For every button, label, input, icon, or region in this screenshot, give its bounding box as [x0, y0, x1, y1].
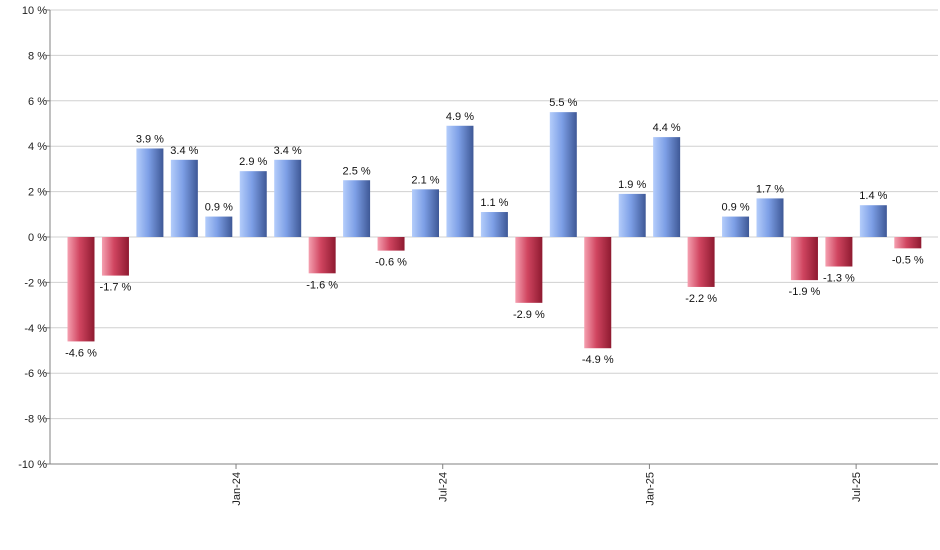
y-tick-label: 10 % — [22, 5, 47, 17]
y-tick-label: -2 % — [24, 277, 47, 289]
y-tick-label: -8 % — [24, 414, 47, 426]
x-tick-label: Jan-25 — [644, 472, 656, 506]
bar — [274, 159, 302, 237]
data-label: -0.5 % — [892, 254, 924, 266]
bar — [756, 198, 784, 237]
x-tick-label: Jul-25 — [851, 472, 863, 502]
bar — [722, 216, 750, 237]
bar — [377, 237, 405, 251]
data-label: 1.4 % — [859, 190, 887, 202]
data-label: 2.9 % — [239, 156, 267, 168]
data-label: 4.4 % — [653, 122, 681, 134]
data-label: -2.9 % — [513, 309, 545, 321]
y-tick-label: -10 % — [18, 459, 47, 471]
bar — [412, 189, 439, 237]
x-tick-label: Jan-24 — [231, 472, 243, 506]
bar — [687, 237, 715, 287]
bar — [239, 171, 267, 237]
data-label: -1.7 % — [100, 282, 132, 294]
data-label: 2.5 % — [343, 165, 371, 177]
data-label: 0.9 % — [205, 202, 233, 214]
y-tick-label: 6 % — [28, 96, 47, 108]
axes: -10 % -8 % -6 % -4 % -2 % 0 % 2 % 4 % 6 % 8 % 10 %… — [18, 5, 938, 506]
bar — [549, 112, 577, 237]
data-labels: -4.6 % -1.7 % 3.9 % 3.4 % 0.9 % 2.9 % 3.4 % -1.… — [65, 97, 924, 366]
data-label: 2.1 % — [411, 174, 439, 186]
data-label: -2.2 % — [685, 293, 717, 305]
data-label: -1.9 % — [789, 286, 821, 298]
data-label: 3.4 % — [274, 145, 302, 157]
y-tick-label: -4 % — [24, 323, 47, 335]
bar — [170, 159, 198, 237]
bar — [859, 205, 887, 237]
data-label: -1.6 % — [306, 279, 338, 291]
bar — [308, 237, 336, 274]
y-tick-label: -6 % — [24, 368, 47, 380]
bar — [101, 237, 129, 276]
bar — [205, 216, 233, 237]
data-label: 3.4 % — [170, 145, 198, 157]
data-label: -0.6 % — [375, 257, 407, 269]
bar — [480, 212, 508, 237]
bar — [618, 193, 646, 237]
data-label: 5.5 % — [549, 97, 577, 109]
bar — [653, 137, 681, 237]
bar — [790, 237, 818, 281]
bar — [515, 237, 543, 303]
y-tick-label: 0 % — [28, 232, 47, 244]
data-label: -4.9 % — [582, 354, 614, 366]
bar — [67, 237, 95, 342]
bar — [446, 125, 474, 237]
data-label: 1.7 % — [756, 183, 784, 195]
data-label: 1.1 % — [480, 197, 508, 209]
data-label: 4.9 % — [446, 111, 474, 123]
y-tick-label: 2 % — [28, 187, 47, 199]
data-label: -4.6 % — [65, 347, 97, 359]
bar — [136, 148, 164, 237]
x-tick-label: Jul-24 — [438, 472, 450, 502]
bar — [343, 180, 371, 237]
data-label: 0.9 % — [721, 202, 749, 214]
y-tick-label: 4 % — [28, 141, 47, 153]
bars — [67, 112, 922, 349]
bar — [825, 237, 853, 267]
data-label: -1.3 % — [823, 273, 855, 285]
data-label: 3.9 % — [136, 133, 164, 145]
bar — [894, 237, 922, 249]
y-tick-label: 8 % — [28, 50, 47, 62]
data-label: 1.9 % — [618, 179, 646, 191]
bar — [584, 237, 612, 349]
